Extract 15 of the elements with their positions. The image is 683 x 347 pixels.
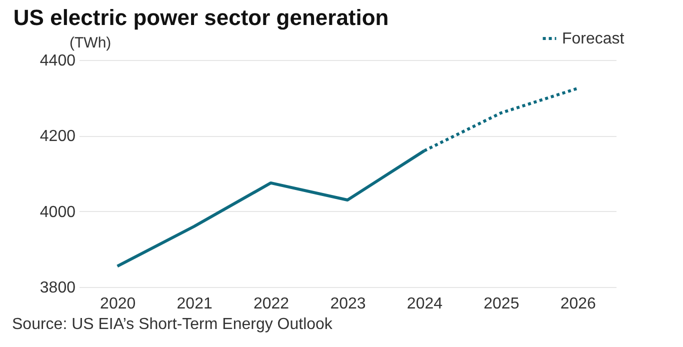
x-tick-label: 2022: [253, 296, 290, 312]
y-tick-label: 3800: [40, 280, 76, 296]
chart-title: US electric power sector generation: [13, 5, 389, 30]
x-tick-label: 2024: [406, 296, 443, 312]
x-tick-label: 2025: [484, 296, 520, 312]
x-tick-label: 2023: [330, 296, 366, 312]
y-axis-title: (TWh): [70, 34, 112, 52]
y-tick-label: 4200: [40, 128, 76, 146]
y-tick-label: 4400: [40, 52, 76, 70]
x-tick-label: 2026: [560, 296, 596, 312]
x-tick-label: 2020: [100, 296, 136, 312]
y-tick-label: 4000: [40, 204, 76, 221]
legend-label: Forecast: [562, 30, 625, 48]
x-tick-label: 2021: [176, 296, 212, 312]
source-note: Source: US EIA’s Short-Term Energy Outlook: [12, 316, 332, 334]
